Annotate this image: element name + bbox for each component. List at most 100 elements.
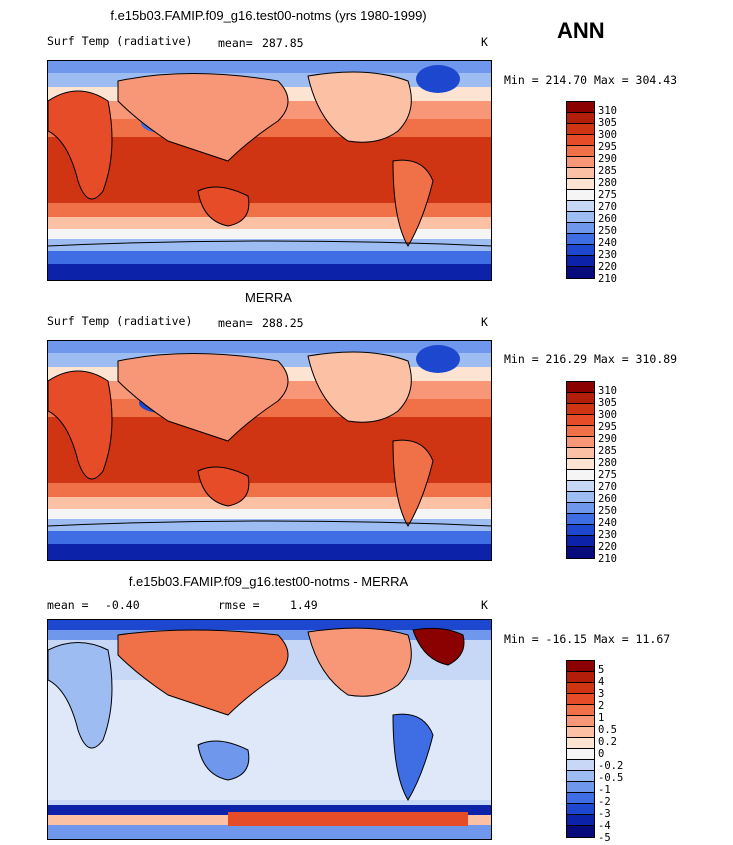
- panel-2-colorbar-swatch: [567, 525, 594, 536]
- panel-1-colorbar-tick: 285: [598, 165, 617, 177]
- panel-2-colorbar-tick: 275: [598, 469, 617, 481]
- panel-2-colorbar-tick: 250: [598, 505, 617, 517]
- panel-1-colorbar-swatch: [567, 245, 594, 256]
- panel-1-colorbar-swatch: [567, 212, 594, 223]
- panel-1-colorbar-tick: 250: [598, 225, 617, 237]
- panel-3-mean-label: mean =: [47, 598, 89, 612]
- panel-2-colorbar-tick: 290: [598, 433, 617, 445]
- panel-2-colorbar-swatch: [567, 448, 594, 459]
- panel-3-colorbar-swatch: [567, 672, 594, 683]
- panel-2-colorbar: [566, 381, 595, 559]
- panel-2-colorbar-tick: 295: [598, 421, 617, 433]
- panel-2-colorbar-tick: 280: [598, 457, 617, 469]
- panel-2-colorbar-tick: 305: [598, 397, 617, 409]
- panel-1-colorbar-swatch: [567, 190, 594, 201]
- panel-2-colorbar-tick: 300: [598, 409, 617, 421]
- panel-1-map-svg: [48, 61, 491, 280]
- panel-2-colorbar-tick: 240: [598, 517, 617, 529]
- panel-3-colorbar-swatch: [567, 694, 594, 705]
- panel-2-mean-value: 288.25: [262, 316, 304, 330]
- panel-3-colorbar-swatch: [567, 738, 594, 749]
- panel-2-colorbar-swatch: [567, 382, 594, 393]
- panel-3-colorbar-tick: 2: [598, 700, 605, 712]
- panel-3-rmse-value: 1.49: [290, 598, 318, 612]
- panel-3-colorbar-tick: -1: [598, 784, 611, 796]
- panel-2-colorbar-swatch: [567, 470, 594, 481]
- panel-3-colorbar-swatch: [567, 683, 594, 694]
- panel-2-colorbar-swatch: [567, 426, 594, 437]
- panel-1-colorbar-tick: 305: [598, 117, 617, 129]
- panel-1-units: K: [481, 35, 488, 49]
- panel-3-map-svg: [48, 620, 491, 839]
- panel-3-colorbar-tick: 5: [598, 664, 605, 676]
- panel-3-colorbar-swatch: [567, 782, 594, 793]
- panel-3-colorbar-swatch: [567, 705, 594, 716]
- panel-1-variable-label: Surf Temp (radiative): [47, 34, 193, 48]
- panel-1-title: f.e15b03.FAMIP.f09_g16.test00-notms (yrs…: [110, 8, 427, 23]
- panel-1-colorbar-swatch: [567, 256, 594, 267]
- panel-3-colorbar-tick: -0.5: [598, 772, 624, 784]
- panel-1-colorbar-tick: 275: [598, 189, 617, 201]
- panel-1-colorbar-tick: 280: [598, 177, 617, 189]
- panel-1-colorbar-tick: 240: [598, 237, 617, 249]
- panel-1-colorbar-tick: 310: [598, 105, 617, 117]
- panel-2-colorbar-tick: 260: [598, 493, 617, 505]
- panel-2-colorbar-swatch: [567, 415, 594, 426]
- panel-2-colorbar-tick: 230: [598, 529, 617, 541]
- panel-1-mean-label: mean=: [218, 36, 253, 50]
- panel-3-colorbar-swatch: [567, 749, 594, 760]
- panel-3-title: f.e15b03.FAMIP.f09_g16.test00-notms - ME…: [128, 574, 409, 589]
- panel-1-colorbar-tick: 295: [598, 141, 617, 153]
- panel-3-units: K: [481, 598, 488, 612]
- panel-1-colorbar-tick: 290: [598, 153, 617, 165]
- panel-3-rmse-label: rmse =: [218, 598, 260, 612]
- season-label: ANN: [557, 18, 605, 43]
- panel-1-colorbar-swatch: [567, 124, 594, 135]
- panel-3-colorbar-swatch: [567, 727, 594, 738]
- panel-1-colorbar-swatch: [567, 201, 594, 212]
- panel-3-colorbar-swatch: [567, 760, 594, 771]
- panel-2-colorbar-swatch: [567, 492, 594, 503]
- panel-3-minmax: Min = -16.15 Max = 11.67: [504, 632, 671, 646]
- panel-1-colorbar-swatch: [567, 267, 594, 278]
- panel-3-colorbar-tick: 3: [598, 688, 605, 700]
- panel-3-colorbar-tick: 0: [598, 748, 605, 760]
- panel-3-colorbar-swatch: [567, 716, 594, 727]
- panel-1-colorbar-swatch: [567, 146, 594, 157]
- panel-2-colorbar-swatch: [567, 547, 594, 558]
- panel-1-colorbar-tick: 260: [598, 213, 617, 225]
- panel-2-title: MERRA: [245, 290, 292, 305]
- panel-1-colorbar-swatch: [567, 135, 594, 146]
- panel-2-units: K: [481, 315, 488, 329]
- panel-1-colorbar-swatch: [567, 113, 594, 124]
- panel-3-mean-value: -0.40: [105, 598, 140, 612]
- panel-1-colorbar-tick: 300: [598, 129, 617, 141]
- panel-1-colorbar-swatch: [567, 168, 594, 179]
- panel-3-map: [47, 619, 492, 840]
- panel-2-mean-label: mean=: [218, 316, 253, 330]
- panel-2-colorbar-swatch: [567, 503, 594, 514]
- panel-1-colorbar-swatch: [567, 223, 594, 234]
- panel-2-colorbar-swatch: [567, 459, 594, 470]
- panel-3-colorbar-tick: -2: [598, 796, 611, 808]
- panel-2-colorbar-tick: 210: [598, 553, 617, 565]
- panel-3-colorbar-tick: -3: [598, 808, 611, 820]
- panel-1-colorbar-tick: 210: [598, 273, 617, 285]
- panel-2-colorbar-tick: 220: [598, 541, 617, 553]
- panel-2-map: [47, 340, 492, 561]
- panel-2-colorbar-swatch: [567, 514, 594, 525]
- panel-3-colorbar-swatch: [567, 804, 594, 815]
- panel-1-colorbar-swatch: [567, 179, 594, 190]
- panel-3-colorbar-swatch: [567, 771, 594, 782]
- panel-3-colorbar: [566, 660, 595, 838]
- panel-2-colorbar-swatch: [567, 437, 594, 448]
- panel-3-colorbar-tick: -5: [598, 832, 611, 844]
- panel-3-colorbar-tick: -0.2: [598, 760, 624, 772]
- panel-3-colorbar-swatch: [567, 793, 594, 804]
- panel-1-minmax: Min = 214.70 Max = 304.43: [504, 73, 678, 87]
- panel-2-minmax: Min = 216.29 Max = 310.89: [504, 352, 678, 366]
- panel-1-map: [47, 60, 492, 281]
- panel-1-colorbar-swatch: [567, 234, 594, 245]
- panel-2-colorbar-tick: 270: [598, 481, 617, 493]
- panel-3-colorbar-swatch: [567, 826, 594, 837]
